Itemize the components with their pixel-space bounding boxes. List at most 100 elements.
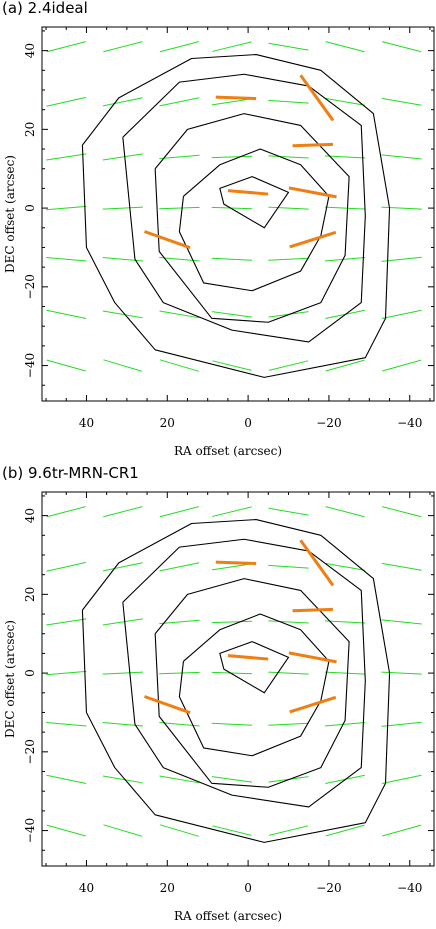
polarization-vector	[382, 824, 422, 837]
polarization-vector	[46, 309, 87, 319]
polarization-vector	[324, 671, 366, 675]
polarization-vector	[324, 620, 366, 624]
polarization-vector	[46, 205, 87, 211]
chart-b: 40 20 0 −20 −40 40 20 0 −20 −40 RA offset (arcsec)…	[3, 491, 435, 923]
intensity-contour	[81, 54, 391, 378]
y-axis-label: DEC offset (arcsec)	[3, 155, 17, 273]
polarization-vector	[46, 670, 87, 676]
x-axis-label: RA offset (arcsec)	[174, 909, 282, 923]
x-tick-label: 40	[79, 881, 94, 895]
polarization-vector	[381, 97, 422, 106]
polarization-vector	[211, 722, 253, 726]
x-tick-label: −40	[397, 881, 422, 895]
polarization-vector	[381, 721, 422, 727]
observed-vector	[227, 189, 269, 196]
polarization-vector	[102, 671, 144, 675]
polarization-vector	[324, 722, 366, 727]
intensity-contour	[122, 73, 366, 343]
polarization-vector	[268, 507, 309, 516]
polarization-vector	[102, 722, 143, 727]
polarization-vector	[159, 97, 200, 107]
intensity-contour	[178, 148, 330, 292]
polarization-vector	[159, 562, 200, 572]
observed-vector	[143, 695, 191, 715]
polarization-vector	[324, 155, 366, 159]
polarization-vector	[381, 671, 422, 675]
polarization-vector	[102, 310, 143, 319]
polarization-vector	[46, 774, 87, 784]
intensity-contour	[154, 113, 350, 323]
polarization-vector	[212, 825, 252, 836]
polarization-vector	[381, 774, 422, 784]
polarization-vector	[381, 256, 422, 262]
x-tick-label: −40	[397, 416, 422, 430]
observed-vector	[215, 95, 257, 101]
polarization-vector	[381, 206, 422, 210]
polarization-vector	[46, 506, 86, 518]
observed-vector	[288, 186, 337, 199]
polarization-vector	[325, 506, 365, 518]
polarization-vector	[159, 775, 200, 784]
y-tick-label: −40	[23, 353, 37, 378]
polarization-vector	[268, 257, 309, 261]
polarization-vector	[102, 97, 143, 107]
y-axis-label: DEC offset (arcsec)	[3, 620, 17, 738]
polarization-vector	[159, 824, 199, 837]
intensity-contour	[219, 176, 290, 229]
plot-frame	[41, 491, 435, 867]
x-tick-label: −20	[316, 881, 341, 895]
intensity-contour	[219, 641, 290, 694]
polarization-vector	[268, 564, 309, 569]
polarization-vector	[46, 96, 87, 107]
chart-a: 40 20 0 −20 −40 40 20 0 −20 −40 RA offset (arcsec)…	[3, 26, 435, 458]
polarization-vector	[211, 311, 253, 318]
polarization-vector	[325, 824, 365, 837]
polarization-vector	[46, 561, 87, 572]
polarization-vector	[382, 359, 422, 372]
observed-vector	[289, 230, 337, 249]
panel-title: (b) 9.6tr-MRN-CR1	[2, 464, 139, 482]
polarization-vector	[102, 257, 143, 262]
observed-vector	[292, 607, 334, 613]
polarization-vector	[46, 618, 87, 626]
observed-vector	[215, 560, 257, 566]
polarization-vector	[325, 562, 366, 571]
polarization-vector	[381, 309, 422, 319]
polarization-vector	[268, 206, 309, 210]
y-tick-label: −20	[23, 274, 37, 299]
polarization-vector	[382, 506, 422, 518]
polarization-vector	[212, 506, 252, 517]
polarization-vector	[102, 206, 144, 210]
polarization-vector	[159, 154, 200, 160]
observed-vector	[292, 142, 334, 148]
polarization-vector	[211, 206, 253, 210]
polarization-vector	[268, 155, 309, 159]
x-tick-label: −20	[316, 416, 341, 430]
polarization-vector	[159, 41, 200, 53]
polarization-vector	[103, 506, 143, 518]
polarization-vector	[268, 99, 309, 104]
polarization-vector	[212, 41, 252, 52]
polarization-vector	[159, 359, 199, 372]
polarization-vector	[324, 206, 366, 210]
x-tick-label: 20	[160, 416, 175, 430]
polarization-vector	[268, 42, 309, 51]
polarization-vector	[212, 360, 252, 371]
polarization-vector	[211, 563, 252, 571]
polarization-vector	[103, 41, 143, 53]
observed-vector	[299, 539, 335, 587]
polarization-vector	[324, 257, 366, 262]
polarization-vector	[325, 41, 365, 53]
polarization-vector	[46, 359, 86, 372]
polarization-vector	[268, 671, 309, 675]
y-tick-label: −40	[23, 818, 37, 843]
polarization-vector	[159, 206, 200, 210]
polarization-vector	[382, 41, 422, 53]
x-tick-label: 20	[160, 881, 175, 895]
x-tick-label: 0	[244, 416, 252, 430]
polarization-vector	[103, 359, 143, 372]
polarization-vector	[381, 562, 422, 571]
polarization-vector	[211, 257, 253, 261]
x-axis-label: RA offset (arcsec)	[174, 444, 282, 458]
polarization-vector	[268, 825, 309, 836]
